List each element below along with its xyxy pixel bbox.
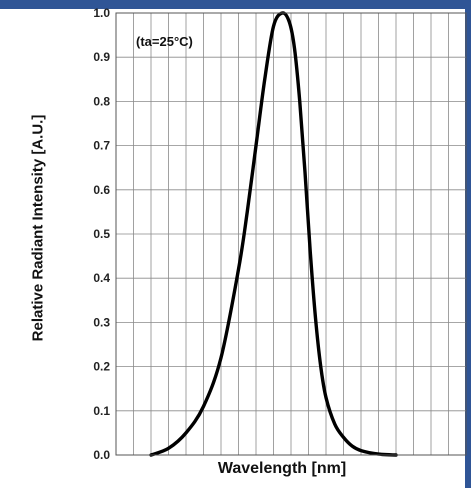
grid-lines: [115, 12, 467, 456]
y-tick-label: 0.1: [93, 404, 110, 418]
y-tick-label: 0.6: [93, 183, 110, 197]
y-axis-label: Relative Radiant Intensity [A.U.]: [29, 114, 47, 342]
y-tick-label: 0.9: [93, 50, 110, 64]
right-edge-strip: [465, 0, 471, 488]
intensity-curve: [149, 11, 398, 457]
plot-frame: [115, 12, 467, 456]
y-tick-labels: 0.0 0.1 0.2 0.3 0.4 0.5 0.6 0.7 0.8 0.9 1.0: [93, 6, 110, 462]
y-tick-label: 1.0: [93, 6, 110, 20]
x-axis-label: Wavelength [nm]: [217, 460, 347, 477]
temperature-annotation: (ta=25°C): [136, 34, 193, 49]
y-tick-label: 0.3: [93, 315, 110, 329]
y-tick-label: 0.4: [93, 271, 110, 285]
y-tick-label: 0.0: [93, 448, 110, 462]
y-tick-label: 0.7: [93, 139, 110, 153]
y-tick-label: 0.8: [93, 94, 110, 108]
y-tick-label: 0.2: [93, 360, 110, 374]
y-tick-label: 0.5: [93, 227, 110, 241]
top-color-band: [0, 0, 471, 9]
